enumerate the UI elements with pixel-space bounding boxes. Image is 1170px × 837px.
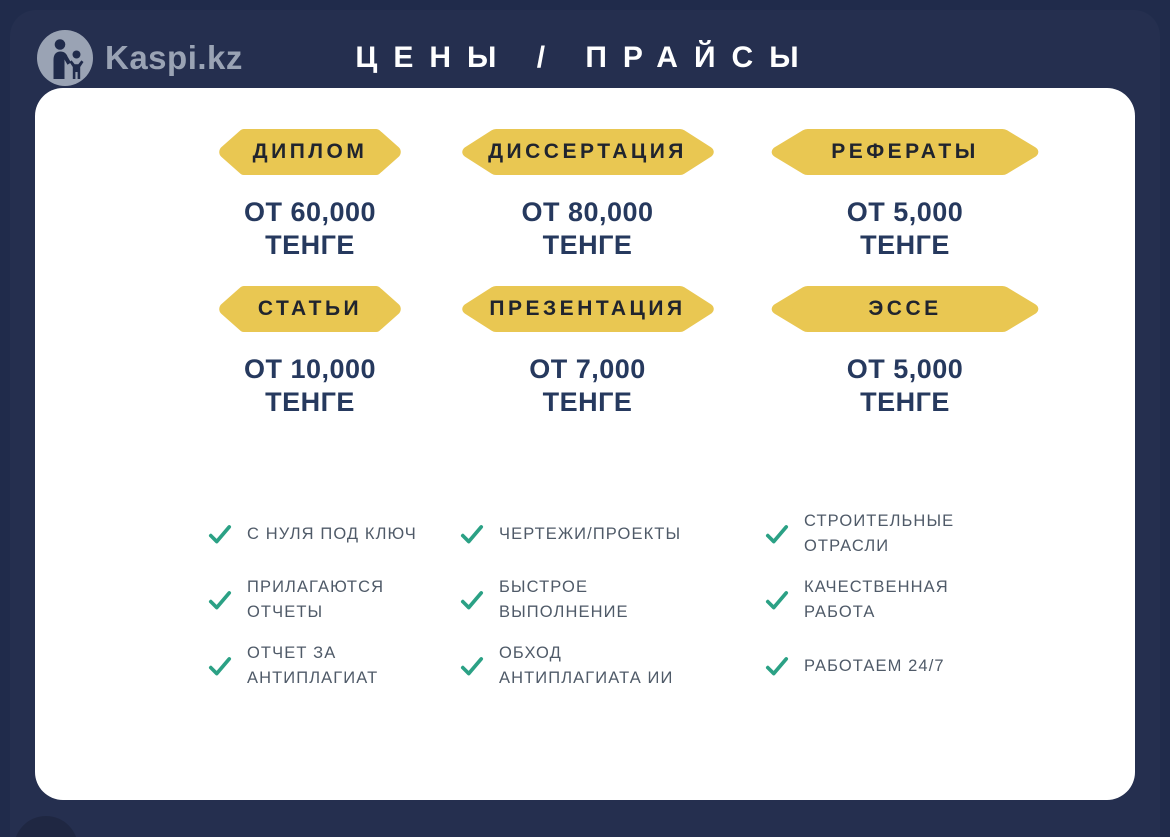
service-prezentatsiya: ПРЕЗЕНТАЦИЯ ОТ 7,000 ТЕНГЕ (450, 285, 725, 419)
service-referaty: РЕФЕРАТЫ ОТ 5,000 ТЕНГЕ (760, 128, 1050, 262)
ribbon-shape (771, 286, 1039, 332)
feature-item: ОБХОД АНТИПЛАГИАТА ИИ (459, 633, 714, 699)
features-column-3: СТРОИТЕЛЬНЫЕ ОТРАСЛИ КАЧЕСТВЕННАЯ РАБОТА… (764, 501, 1019, 699)
service-diplom: ДИПЛОМ ОТ 60,000 ТЕНГЕ (185, 128, 435, 262)
service-price: ОТ 60,000 ТЕНГЕ (243, 197, 377, 261)
brand-name: Kaspi.kz (105, 39, 243, 76)
feature-label: РАБОТАЕМ 24/7 (804, 656, 945, 675)
feature-item: С НУЛЯ ПОД КЛЮЧ (207, 501, 452, 567)
pricing-card: ДИПЛОМ ОТ 60,000 ТЕНГЕ ДИССЕРТАЦИЯ ОТ 80… (35, 88, 1135, 800)
kaspi-logo: Kaspi.kz (36, 28, 243, 88)
ribbon-shape (219, 286, 401, 332)
feature-item: РАБОТАЕМ 24/7 (764, 633, 1019, 699)
feature-item: ОТЧЕТ ЗА АНТИПЛАГИАТ (207, 633, 452, 699)
feature-item: ЧЕРТЕЖИ/ПРОЕКТЫ (459, 501, 714, 567)
service-price: ОТ 7,000 ТЕНГЕ (529, 354, 646, 418)
ribbon-shape (461, 286, 714, 332)
feature-item: БЫСТРОЕ ВЫПОЛНЕНИЕ (459, 567, 714, 633)
page-title: ЦЕНЫ / ПРАЙСЫ (355, 41, 815, 74)
feature-label: ОБХОД АНТИПЛАГИАТА ИИ (499, 644, 674, 687)
feature-label: ЧЕРТЕЖИ/ПРОЕКТЫ (499, 524, 682, 543)
features-column-2: ЧЕРТЕЖИ/ПРОЕКТЫ БЫСТРОЕ ВЫПОЛНЕНИЕ ОБХОД… (459, 501, 714, 699)
service-name: ПРЕЗЕНТАЦИЯ (489, 297, 686, 320)
service-price: ОТ 10,000 ТЕНГЕ (243, 354, 377, 418)
ribbon-shape (219, 129, 401, 175)
check-icon (765, 525, 789, 544)
service-badge: ЭССЕ (764, 285, 1046, 333)
service-name: ДИССЕРТАЦИЯ (488, 140, 687, 163)
check-icon (765, 591, 789, 610)
feature-label: КАЧЕСТВЕННАЯ РАБОТА (804, 578, 949, 621)
service-price: ОТ 80,000 ТЕНГЕ (521, 197, 654, 261)
check-icon (460, 591, 484, 610)
ribbon-shape (461, 129, 714, 175)
feature-label: СТРОИТЕЛЬНЫЕ ОТРАСЛИ (804, 512, 955, 555)
feature-label: С НУЛЯ ПОД КЛЮЧ (247, 524, 417, 543)
service-badge: СТАТЬИ (214, 285, 406, 333)
feature-item: ПРИЛАГАЮТСЯ ОТЧЕТЫ (207, 567, 452, 633)
feature-item: СТРОИТЕЛЬНЫЕ ОТРАСЛИ (764, 501, 1019, 567)
service-esse: ЭССЕ ОТ 5,000 ТЕНГЕ (760, 285, 1050, 419)
features-column-1: С НУЛЯ ПОД КЛЮЧ ПРИЛАГАЮТСЯ ОТЧЕТЫ ОТЧЕТ… (207, 501, 452, 699)
feature-label: БЫСТРОЕ ВЫПОЛНЕНИЕ (499, 578, 629, 621)
service-name: СТАТЬИ (257, 297, 363, 320)
service-name: ЭССЕ (868, 297, 942, 320)
service-badge: ДИССЕРТАЦИЯ (455, 128, 721, 176)
header: Kaspi.kz ЦЕНЫ / ПРАЙСЫ (0, 28, 1170, 88)
service-name: ДИПЛОМ (252, 140, 368, 163)
background-circle-shape (14, 816, 78, 837)
service-badge: ПРЕЗЕНТАЦИЯ (455, 285, 721, 333)
service-badge: ДИПЛОМ (214, 128, 406, 176)
ribbon-shape (771, 129, 1039, 175)
check-icon (460, 657, 484, 676)
check-icon (208, 591, 232, 610)
feature-label: ПРИЛАГАЮТСЯ ОТЧЕТЫ (247, 578, 385, 621)
feature-label: ОТЧЕТ ЗА АНТИПЛАГИАТ (247, 644, 379, 687)
service-name: РЕФЕРАТЫ (831, 140, 979, 163)
service-price: ОТ 5,000 ТЕНГЕ (846, 197, 964, 261)
service-price: ОТ 5,000 ТЕНГЕ (846, 354, 964, 418)
feature-item: КАЧЕСТВЕННАЯ РАБОТА (764, 567, 1019, 633)
check-icon (208, 657, 232, 676)
service-dissertatsiya: ДИССЕРТАЦИЯ ОТ 80,000 ТЕНГЕ (450, 128, 725, 262)
check-icon (208, 525, 232, 544)
check-icon (460, 525, 484, 544)
kaspi-people-icon (37, 30, 93, 86)
check-icon (765, 657, 789, 676)
service-stati: СТАТЬИ ОТ 10,000 ТЕНГЕ (185, 285, 435, 419)
service-badge: РЕФЕРАТЫ (764, 128, 1046, 176)
